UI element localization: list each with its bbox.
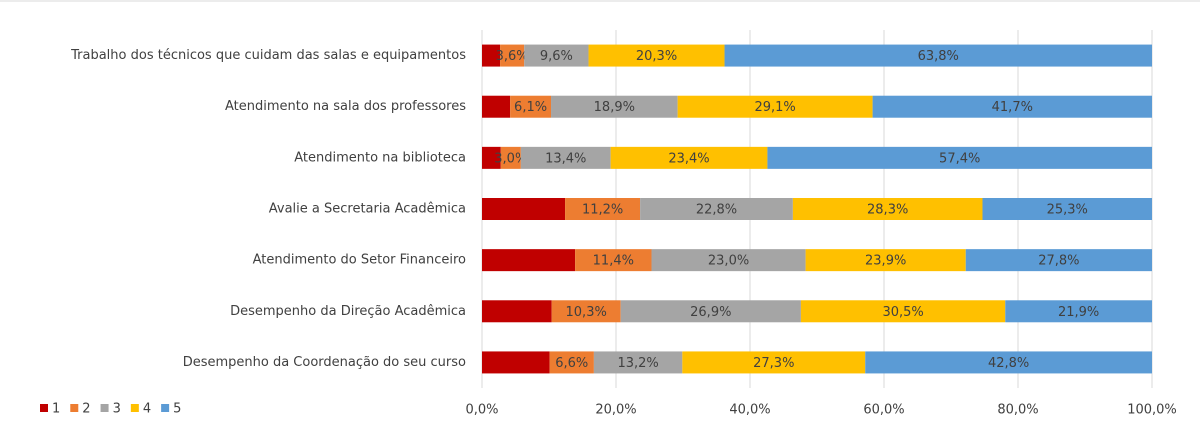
bar-segment bbox=[500, 44, 525, 67]
data-label: 23,0% bbox=[708, 254, 749, 269]
bar-segment bbox=[620, 300, 801, 323]
bar-segment bbox=[551, 300, 621, 323]
bar-segment bbox=[767, 146, 1152, 169]
data-label: 11,2% bbox=[582, 203, 623, 218]
bar-segment bbox=[482, 249, 576, 272]
data-label: 57,4% bbox=[939, 151, 980, 166]
bar-segment bbox=[482, 300, 552, 323]
bar-segment bbox=[510, 95, 552, 118]
legend-label: 1 bbox=[52, 402, 60, 417]
x-tick-label: 0,0% bbox=[465, 403, 498, 418]
bar-segment bbox=[965, 249, 1152, 272]
data-label: 20,3% bbox=[636, 49, 677, 64]
bar-segment bbox=[1005, 300, 1152, 323]
category-label: Desempenho da Coordenação do seu curso bbox=[183, 355, 466, 370]
data-label: 13,4% bbox=[545, 151, 586, 166]
data-label: 25,3% bbox=[1047, 203, 1088, 218]
data-label: 9,6% bbox=[540, 49, 573, 64]
x-tick-label: 40,0% bbox=[729, 403, 770, 418]
data-label: 63,8% bbox=[918, 49, 959, 64]
category-label: Atendimento na sala dos professores bbox=[225, 99, 466, 114]
bar-segment bbox=[724, 44, 1152, 67]
data-label: 10,3% bbox=[566, 305, 607, 320]
category-label: Atendimento na biblioteca bbox=[294, 150, 466, 165]
data-label: 30,5% bbox=[882, 305, 923, 320]
data-label: 13,2% bbox=[617, 356, 658, 371]
legend-label: 2 bbox=[82, 402, 90, 417]
data-label: 6,6% bbox=[555, 356, 588, 371]
bar-segment bbox=[588, 44, 725, 67]
data-label: 27,3% bbox=[753, 356, 794, 371]
bar-segment bbox=[982, 198, 1152, 220]
bar-segment bbox=[872, 95, 1152, 118]
data-label: 27,8% bbox=[1038, 254, 1079, 269]
data-label: 42,8% bbox=[988, 356, 1029, 371]
bar-segment bbox=[524, 44, 589, 67]
bar-segment bbox=[593, 351, 683, 374]
bar-segment bbox=[482, 44, 501, 67]
legend-swatch bbox=[130, 404, 139, 412]
legend-swatch bbox=[161, 404, 170, 412]
bar-segment bbox=[682, 351, 866, 374]
x-tick-label: 100,0% bbox=[1127, 403, 1177, 418]
data-label: 11,4% bbox=[593, 254, 634, 269]
legend-label: 4 bbox=[143, 402, 151, 417]
x-tick-label: 80,0% bbox=[997, 403, 1038, 418]
bar-segment bbox=[805, 249, 966, 272]
bar-segment bbox=[610, 146, 768, 169]
category-label: Avalie a Secretaria Acadêmica bbox=[269, 202, 466, 217]
category-label: Desempenho da Direção Acadêmica bbox=[230, 304, 466, 319]
bar-segment bbox=[482, 351, 550, 374]
bar-segment bbox=[677, 95, 873, 118]
x-tick-label: 60,0% bbox=[863, 403, 904, 418]
data-label: 18,9% bbox=[594, 100, 635, 115]
data-label: 23,9% bbox=[865, 254, 906, 269]
data-label: 23,4% bbox=[668, 151, 709, 166]
bar-segment bbox=[520, 146, 611, 169]
bar-segment bbox=[575, 249, 652, 272]
legend-label: 5 bbox=[173, 402, 181, 417]
legend-swatch bbox=[100, 404, 109, 412]
bar-segment bbox=[482, 198, 566, 220]
data-label: 22,8% bbox=[696, 203, 737, 218]
bar-segment bbox=[651, 249, 806, 272]
legend-swatch bbox=[70, 404, 79, 412]
bar-segment bbox=[865, 351, 1152, 374]
category-label: Trabalho dos técnicos que cuidam das sal… bbox=[70, 48, 466, 63]
bar-segment bbox=[640, 198, 793, 220]
legend-label: 3 bbox=[113, 402, 121, 417]
bar-segment bbox=[800, 300, 1006, 323]
x-tick-label: 20,0% bbox=[595, 403, 636, 418]
bar-segment bbox=[482, 146, 501, 169]
legend-swatch bbox=[40, 404, 48, 412]
bar-segment bbox=[565, 198, 641, 220]
category-label: Atendimento do Setor Financeiro bbox=[253, 253, 466, 268]
data-label: 41,7% bbox=[992, 100, 1033, 115]
bar-segment bbox=[549, 351, 594, 374]
bar-segment bbox=[500, 146, 521, 169]
data-label: 6,1% bbox=[514, 100, 547, 115]
bar-segment bbox=[551, 95, 678, 118]
data-label: 3,6% bbox=[496, 49, 529, 64]
data-label: 29,1% bbox=[754, 100, 795, 115]
bar-segment bbox=[792, 198, 983, 220]
data-label: 26,9% bbox=[690, 305, 731, 320]
bar-segment bbox=[482, 95, 511, 118]
data-label: 3,0% bbox=[494, 151, 527, 166]
data-label: 21,9% bbox=[1058, 305, 1099, 320]
data-label: 28,3% bbox=[867, 203, 908, 218]
